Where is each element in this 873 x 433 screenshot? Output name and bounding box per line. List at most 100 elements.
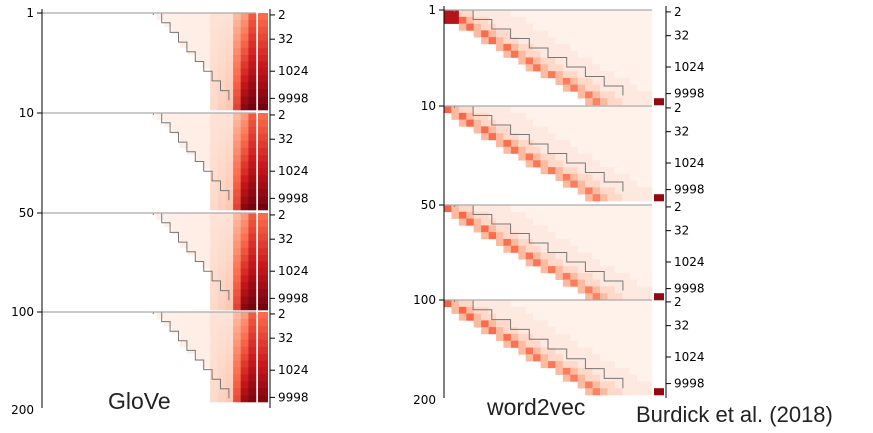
heatmap-cell	[179, 119, 188, 128]
heatmap-cell	[585, 187, 593, 195]
heatmap-cell	[194, 339, 203, 347]
heatmap-cell	[637, 279, 645, 287]
word2vec-caption: word2vec	[487, 394, 586, 420]
heatmap-cell	[258, 247, 268, 255]
heatmap-cell	[540, 327, 549, 335]
heatmap-cell	[240, 68, 249, 76]
heatmap-cell	[622, 23, 630, 31]
heatmap-cell	[607, 354, 616, 362]
heatmap-cell	[525, 245, 534, 253]
heatmap-cell	[187, 119, 196, 128]
heatmap-cell	[637, 211, 645, 219]
heatmap-cell	[510, 245, 519, 253]
heatmap-cell	[240, 168, 249, 176]
heatmap-cell	[585, 167, 593, 175]
heatmap-cell	[194, 332, 203, 340]
heatmap-cell	[217, 247, 226, 255]
heatmap-cell	[240, 147, 249, 155]
heatmap-cell	[562, 146, 571, 154]
heatmap-cell	[194, 312, 203, 320]
heatmap-cell	[555, 133, 564, 141]
heatmap-cell	[585, 232, 593, 240]
heatmap-cell	[600, 205, 608, 213]
bin-outline	[453, 105, 624, 192]
heatmap-cell	[585, 106, 593, 114]
heatmap-cell	[622, 57, 630, 65]
heatmap-cell	[577, 10, 586, 18]
heatmap-cell	[637, 381, 645, 389]
heatmap-cell	[248, 388, 257, 396]
heatmap-cell	[562, 259, 571, 267]
heatmap-cell	[225, 282, 234, 290]
heatmap-cell	[179, 113, 188, 121]
heatmap-cell	[577, 187, 586, 195]
heatmap-cell	[510, 313, 519, 321]
heatmap-cell	[577, 354, 586, 362]
heatmap-cell	[533, 205, 541, 213]
heatmap-cell	[607, 367, 616, 375]
heatmap-cell	[248, 360, 257, 368]
heatmap-cell	[637, 286, 645, 294]
heatmap-cell	[518, 153, 526, 161]
heatmap-cell	[248, 126, 257, 135]
heatmap-cell	[585, 37, 593, 45]
heatmap-cell	[202, 19, 211, 28]
heatmap-cell	[592, 173, 601, 181]
heatmap-cell	[525, 354, 534, 362]
heatmap-cell	[555, 333, 564, 341]
heatmap-cell	[607, 245, 616, 253]
heatmap-cell	[600, 320, 608, 328]
heatmap-cell	[258, 126, 268, 135]
heatmap-cell	[248, 240, 257, 248]
heatmap-cell	[258, 360, 268, 368]
heatmap-cell	[510, 133, 519, 141]
heatmap-cell	[194, 140, 203, 148]
heatmap-cell	[525, 340, 534, 348]
heatmap-cell	[202, 353, 211, 361]
heatmap-cell	[622, 320, 630, 328]
heatmap-cell	[240, 395, 249, 403]
heatmap-cell	[637, 84, 645, 92]
heatmap-cell	[644, 327, 653, 335]
heatmap-cell	[585, 279, 593, 287]
heatmap-cell	[585, 252, 593, 260]
heatmap-cell	[592, 16, 601, 24]
heatmap-cell	[622, 84, 630, 92]
heatmap-cell	[210, 367, 218, 375]
heatmap-cell	[607, 266, 616, 274]
heatmap-cell	[555, 112, 564, 120]
heatmap-cell	[600, 232, 608, 240]
heatmap-cell	[217, 175, 226, 183]
heatmap-cell	[258, 388, 268, 396]
heatmap-cell	[585, 327, 593, 335]
heatmap-cell	[577, 279, 586, 287]
heatmap-cell	[202, 346, 211, 354]
heatmap-cell	[210, 47, 218, 55]
heatmap-cell	[225, 303, 234, 311]
heatmap-cell	[644, 367, 653, 375]
heatmap-cell	[503, 225, 512, 233]
heatmap-cell	[637, 187, 645, 195]
heatmap-cell	[171, 19, 180, 28]
heatmap-cell	[600, 388, 608, 396]
heatmap-cell	[548, 232, 556, 240]
heatmap-cell	[607, 153, 616, 161]
heatmap-cell	[622, 133, 630, 141]
heatmap-cell	[629, 187, 638, 195]
heatmap-cell	[548, 10, 556, 18]
heatmap-cell	[518, 333, 526, 341]
heatmap-cell	[458, 16, 467, 24]
heatmap-cell	[525, 153, 534, 161]
heatmap-cell	[540, 333, 549, 341]
heatmap-cell	[518, 225, 526, 233]
heatmap-cell	[533, 153, 541, 161]
heatmap-cell	[248, 161, 257, 169]
heatmap-cell	[481, 232, 489, 240]
heatmap-cell	[473, 300, 482, 308]
heatmap-cell	[187, 13, 196, 21]
heatmap-cell	[258, 261, 268, 269]
heatmap-cell	[570, 133, 578, 141]
heatmap-cell	[525, 64, 534, 72]
heatmap-cell	[644, 320, 653, 328]
heatmap-cell	[629, 245, 638, 253]
